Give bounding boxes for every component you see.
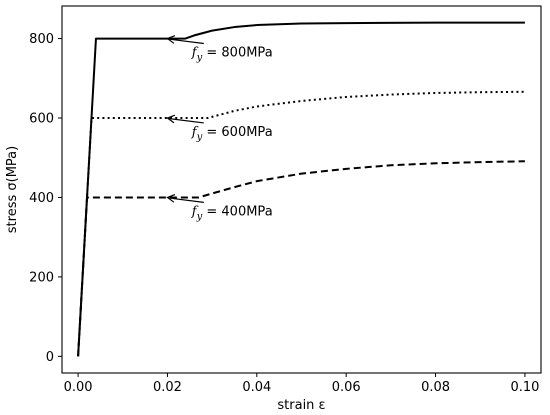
series-line-dotted <box>77 90 525 357</box>
y-tick-label: 400 <box>29 191 54 206</box>
x-tick-label: 0.00 <box>64 380 93 395</box>
annotation-label: fy = 400MPa <box>191 204 273 222</box>
annotation-arrow <box>168 197 204 203</box>
annotation-arrowhead <box>166 194 176 203</box>
x-axis-label: strain ε <box>277 398 325 413</box>
x-tick-label: 0.02 <box>153 380 182 395</box>
y-axis-label: stress σ(MPa) <box>5 146 20 233</box>
x-tick-label: 0.08 <box>421 380 450 395</box>
x-tick-label: 0.10 <box>510 380 539 395</box>
annotation-arrowhead <box>166 35 176 44</box>
x-tick-label: 0.06 <box>332 380 361 395</box>
yield-annotation: fy = 800MPa <box>166 35 273 63</box>
annotation-arrow <box>168 38 204 45</box>
annotation-layer: fy = 800MPa fy = 600MPa fy = 400MPa <box>166 35 273 222</box>
series-line-solid <box>77 21 525 357</box>
tick-layer: 0.00 0.02 0.04 0.06 0.08 0.10 0 200 400 600 800 <box>29 32 539 395</box>
annotation-arrow <box>168 117 204 124</box>
yield-annotation: fy = 600MPa <box>166 114 273 143</box>
axes-frame <box>61 5 542 374</box>
annotation-label: fy = 800MPa <box>191 45 273 63</box>
yield-annotation: fy = 400MPa <box>166 194 273 222</box>
annotation-arrowhead <box>166 114 176 124</box>
y-tick-label: 200 <box>29 270 54 285</box>
series-line-dashed <box>77 160 525 357</box>
y-tick-label: 0 <box>46 350 54 365</box>
x-tick-label: 0.04 <box>242 380 271 395</box>
y-tick-label: 800 <box>29 32 54 47</box>
annotation-label: fy = 600MPa <box>191 125 273 143</box>
plot-area <box>77 21 525 357</box>
y-tick-label: 600 <box>29 112 54 127</box>
